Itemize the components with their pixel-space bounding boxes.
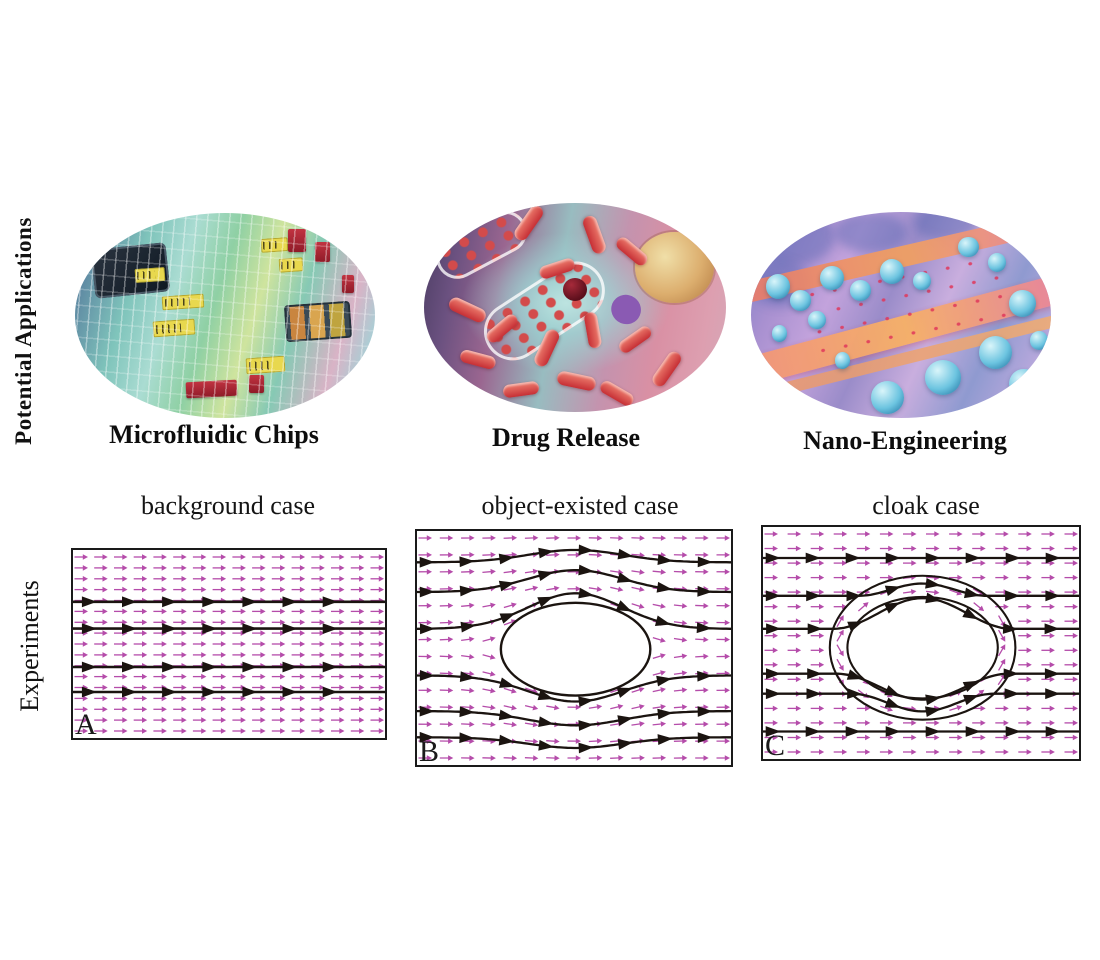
- chip-component-graphic: [342, 274, 354, 293]
- panel-title-background-case: background case: [141, 491, 315, 520]
- chip-component-graphic: [288, 229, 306, 252]
- nano-engineering-image: [751, 212, 1051, 418]
- nanoparticle-graphic: [820, 265, 844, 291]
- nanoparticle-graphic: [790, 290, 811, 311]
- nanoparticle-graphic: [988, 253, 1006, 272]
- capsule-graphic: [555, 370, 598, 392]
- cloak-inner-ellipse: [846, 595, 999, 700]
- row-label-potential-applications: Potential Applications: [11, 217, 36, 445]
- capsule-graphic: [581, 214, 608, 256]
- nanoparticle-graphic: [766, 273, 790, 299]
- nanoparticle-graphic: [871, 380, 904, 414]
- chip-channel-lines: [75, 213, 375, 418]
- chip-component-graphic: [249, 374, 264, 394]
- capsule-graphic: [650, 348, 684, 389]
- particle-graphic: [562, 278, 588, 302]
- cloak-inner-fill: [847, 596, 998, 699]
- caption-microfluidic-chips: Microfluidic Chips: [109, 420, 319, 449]
- panel-letter-label: A: [75, 708, 97, 740]
- nanoparticle-graphic: [772, 325, 787, 342]
- caption-nano-engineering: Nano-Engineering: [803, 426, 1007, 455]
- panel-border: [761, 525, 1081, 761]
- nanoparticle-graphic: [958, 236, 979, 258]
- object-ellipse: [499, 601, 652, 697]
- nanoparticle-graphic: [808, 310, 826, 330]
- nanoparticle-graphic: [925, 360, 961, 396]
- experiment-panel-A: A: [71, 548, 387, 740]
- panel-letter-label: B: [419, 735, 439, 767]
- nanoparticle-graphic: [835, 352, 850, 369]
- nanoparticle-graphic: [1009, 290, 1036, 318]
- panel-letter-label: C: [765, 729, 785, 761]
- streamlines: [71, 596, 387, 698]
- capsule-graphic: [598, 378, 637, 408]
- cell-graphic: [635, 232, 714, 304]
- nanoparticle-graphic: [850, 279, 871, 301]
- panel-title-object-existed-case: object-existed case: [481, 491, 679, 520]
- chip-component-graphic: [315, 241, 330, 263]
- panel-border: [71, 548, 387, 740]
- streamlines: [415, 544, 733, 754]
- experiment-panel-C: C: [761, 525, 1081, 761]
- capsule-outline-graphic: [428, 203, 534, 286]
- cloak-outer-ellipse: [828, 574, 1017, 721]
- background-blob: [751, 212, 835, 266]
- nanoparticle-graphic: [913, 271, 931, 291]
- panel-title-cloak-case: cloak case: [872, 491, 980, 520]
- nanoparticle-graphic: [1030, 331, 1048, 350]
- capsule-graphic: [583, 311, 603, 350]
- capsule-graphic: [447, 295, 489, 325]
- nanoparticle-graphic: [979, 335, 1012, 369]
- cell-graphic: [605, 288, 648, 331]
- chip-channel-lines: [75, 213, 375, 418]
- capsule-graphic: [501, 380, 540, 398]
- panel-border: [415, 529, 733, 767]
- nanoparticle-graphic: [880, 259, 904, 285]
- caption-drug-release: Drug Release: [491, 423, 641, 452]
- microfluidic-chips-image: [75, 213, 375, 418]
- capsule-graphic: [616, 323, 654, 355]
- nanoparticle-graphic: [1009, 368, 1039, 400]
- drug-release-image: [424, 203, 726, 412]
- row-label-experiments: Experiments: [15, 580, 44, 712]
- experiment-panel-B: B: [415, 529, 733, 767]
